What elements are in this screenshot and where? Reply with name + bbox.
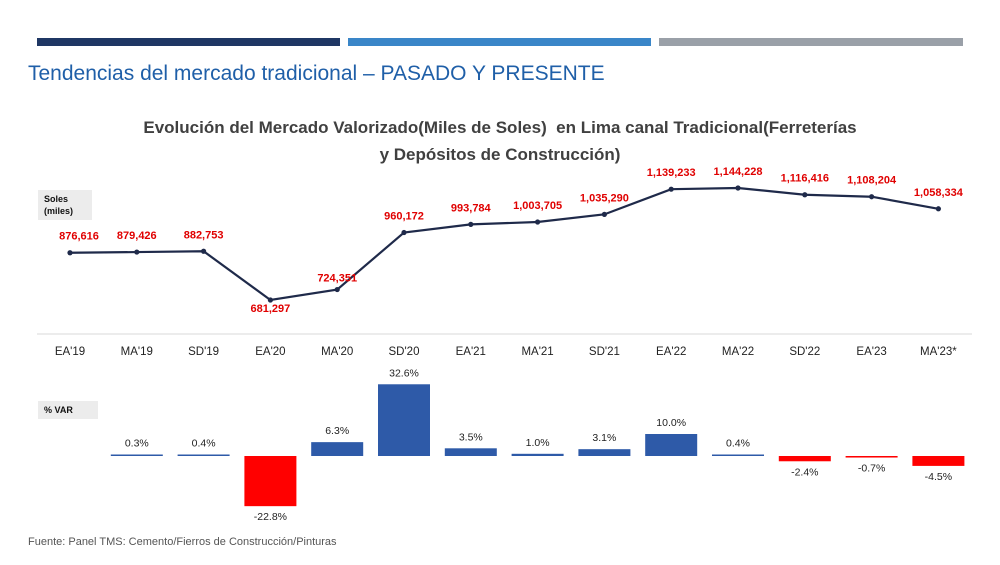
line-point xyxy=(668,186,674,192)
line-point xyxy=(134,249,140,255)
line-point xyxy=(334,286,340,293)
line-point xyxy=(935,206,942,212)
line-value-label: 876,616 xyxy=(59,231,99,243)
var-bar xyxy=(244,456,297,507)
page-title: Tendencias del mercado tradicional – PAS… xyxy=(28,62,605,85)
line-point xyxy=(869,194,875,200)
var-bar-label: 3.5% xyxy=(459,431,483,443)
x-tick-label: SD'19 xyxy=(188,346,219,358)
line-value-label: 879,426 xyxy=(117,230,157,242)
var-bar-label: -22.8% xyxy=(254,511,287,523)
line-value-label: 1,144,228 xyxy=(714,166,763,178)
x-tick-label: MA'20 xyxy=(321,346,353,358)
y-axis-label-line2: (miles) xyxy=(44,206,74,216)
var-bar xyxy=(778,456,831,462)
var-bar xyxy=(177,454,230,456)
var-bar-label: -2.4% xyxy=(791,466,818,478)
source-note: Fuente: Panel TMS: Cemento/Fierros de Co… xyxy=(28,536,337,548)
top-bar-gray xyxy=(659,38,963,46)
line-point xyxy=(401,229,407,236)
var-bar xyxy=(444,448,497,456)
chart-title: Evolución del Mercado Valorizado(Miles d… xyxy=(0,114,1000,168)
x-tick-label: SD'22 xyxy=(789,346,820,358)
line-value-label: 1,116,416 xyxy=(781,173,829,185)
line-point xyxy=(535,219,541,225)
line-point xyxy=(802,192,808,198)
line-point xyxy=(735,185,741,191)
var-bar-label: 0.3% xyxy=(125,438,149,450)
line-point xyxy=(468,221,474,227)
line-point xyxy=(267,297,273,303)
var-axis-label: % VAR xyxy=(38,401,98,419)
top-bar-mid xyxy=(348,38,651,46)
var-bar-label: -4.5% xyxy=(925,471,952,483)
line-path xyxy=(69,186,939,302)
var-bar-label: 6.3% xyxy=(325,425,349,437)
chart-title-line1: Evolución del Mercado Valorizado(Miles d… xyxy=(143,118,857,137)
line-value-label: 993,784 xyxy=(451,202,492,214)
x-tick-label: EA'21 xyxy=(456,346,486,358)
line-point xyxy=(601,211,608,217)
x-tick-label: EA'19 xyxy=(55,346,85,358)
var-bar-label: -0.7% xyxy=(858,463,885,475)
x-tick-label: EA'20 xyxy=(255,346,285,358)
line-value-label: 1,058,334 xyxy=(914,187,964,199)
var-bar-label: 1.0% xyxy=(526,437,550,449)
x-tick-label: MA'22 xyxy=(722,346,754,358)
x-tick-label: EA'23 xyxy=(856,346,886,358)
var-bar xyxy=(511,453,564,456)
x-axis-ticks: EA'19 MA'19 SD'19 EA'20 MA'20 SD'20 EA'21 MA'21… xyxy=(55,346,957,358)
line-value-label: 1,003,705 xyxy=(513,200,562,212)
var-bar-label: 0.4% xyxy=(192,438,216,450)
line-value-label: 882,753 xyxy=(184,229,224,241)
chart-title-line2: y Depósitos de Construcción) xyxy=(379,145,621,164)
line-value-label: 1,035,290 xyxy=(580,192,629,204)
x-tick-label: MA'19 xyxy=(121,346,153,358)
var-bar xyxy=(845,456,898,458)
x-tick-label: MA'21 xyxy=(521,346,553,358)
var-bar xyxy=(578,449,631,456)
line-point xyxy=(201,248,207,254)
x-tick-label: SD'21 xyxy=(589,346,620,358)
line-value-label: 681,297 xyxy=(251,303,291,315)
x-tick-label: EA'22 xyxy=(656,346,686,358)
var-bar-label: 32.6% xyxy=(389,367,419,379)
var-bar xyxy=(110,454,163,456)
var-bar-label: 3.1% xyxy=(592,432,616,444)
line-value-label: 960,172 xyxy=(384,211,424,223)
var-bar xyxy=(645,434,698,456)
y-axis-label: Soles (miles) xyxy=(38,190,92,220)
var-bar xyxy=(378,384,430,456)
x-tick-label: SD'20 xyxy=(389,346,420,358)
line-value-label: 724,351 xyxy=(317,273,357,285)
line-value-label: 1,139,233 xyxy=(647,167,696,179)
line-point xyxy=(67,250,73,256)
top-bar-dark xyxy=(37,38,340,46)
var-bars: 0.3% 0.4% -22.8% 6.3% 32.6% 3.5% 1.0% 3.1% 10.0%… xyxy=(110,367,965,523)
var-bar xyxy=(311,442,364,456)
var-bar-label: 10.0% xyxy=(656,417,686,429)
y-axis-label-line1: Soles xyxy=(44,194,69,204)
line-series: 876,616 879,426 882,753 681,297 724,351 960,1… xyxy=(59,166,964,315)
x-tick-label: MA'23* xyxy=(920,346,957,358)
var-bar xyxy=(912,456,965,466)
line-value-label: 1,108,204 xyxy=(847,175,897,187)
var-bar-label: 0.4% xyxy=(726,438,750,450)
var-bar xyxy=(712,454,764,456)
